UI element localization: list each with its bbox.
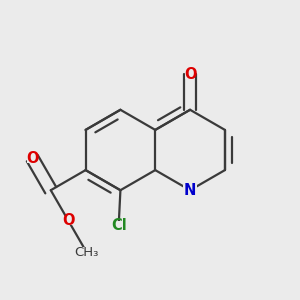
Text: O: O (26, 151, 38, 166)
Bar (63, 216, 74, 225)
Text: N: N (184, 183, 196, 198)
Bar (27, 154, 38, 163)
Bar (183, 185, 197, 196)
Text: O: O (62, 213, 75, 228)
Bar (185, 70, 195, 79)
Text: Cl: Cl (111, 218, 127, 233)
Text: O: O (184, 67, 196, 82)
Bar (74, 247, 99, 257)
Text: CH₃: CH₃ (74, 246, 99, 259)
Bar (111, 221, 126, 230)
